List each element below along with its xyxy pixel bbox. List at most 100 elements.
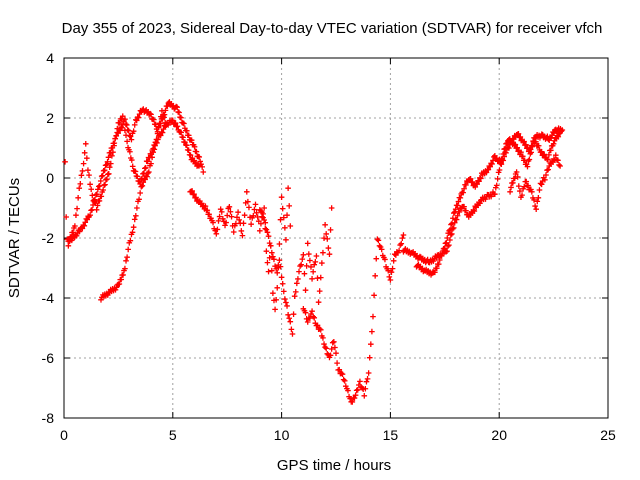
data-point bbox=[235, 209, 241, 215]
data-point bbox=[364, 376, 371, 382]
data-series bbox=[257, 205, 335, 337]
x-tick-label: 10 bbox=[274, 427, 290, 443]
data-point bbox=[129, 163, 136, 170]
x-tick-label: 25 bbox=[600, 427, 616, 443]
data-point bbox=[73, 212, 79, 218]
x-tick-label: 15 bbox=[383, 427, 399, 443]
data-point bbox=[200, 169, 207, 175]
data-point bbox=[398, 240, 405, 247]
data-point bbox=[295, 276, 301, 282]
data-point bbox=[328, 205, 335, 211]
data-point bbox=[125, 246, 131, 253]
data-point bbox=[129, 229, 136, 236]
data-point bbox=[86, 172, 92, 178]
data-point bbox=[557, 163, 563, 169]
data-point bbox=[527, 146, 534, 153]
data-point bbox=[286, 203, 293, 209]
data-point bbox=[123, 258, 129, 264]
data-point bbox=[102, 181, 108, 188]
data-point bbox=[313, 253, 320, 259]
data-point bbox=[323, 345, 330, 352]
data-point bbox=[199, 164, 205, 170]
data-point bbox=[493, 182, 500, 189]
data-point bbox=[476, 178, 482, 185]
data-point bbox=[363, 378, 370, 385]
data-point bbox=[111, 142, 117, 149]
data-point bbox=[365, 370, 372, 376]
data-point bbox=[340, 376, 347, 383]
data-point bbox=[134, 114, 141, 120]
data-point bbox=[287, 223, 294, 229]
data-point bbox=[107, 160, 114, 167]
data-point bbox=[246, 204, 252, 211]
data-point bbox=[193, 148, 200, 155]
data-point bbox=[119, 113, 126, 119]
data-point bbox=[277, 263, 284, 270]
data-point bbox=[272, 306, 278, 313]
data-point bbox=[63, 214, 69, 220]
data-point bbox=[361, 393, 368, 399]
data-point bbox=[523, 141, 529, 148]
data-point bbox=[159, 108, 165, 114]
data-point bbox=[269, 267, 275, 274]
data-point bbox=[339, 371, 346, 377]
data-point bbox=[153, 136, 160, 143]
data-point bbox=[160, 113, 166, 119]
data-point bbox=[134, 173, 141, 180]
data-point bbox=[159, 129, 166, 136]
data-point bbox=[500, 157, 507, 164]
data-point bbox=[152, 139, 159, 146]
data-point bbox=[104, 176, 110, 182]
data-point bbox=[184, 128, 190, 134]
data-point bbox=[514, 144, 521, 151]
data-point bbox=[555, 157, 561, 164]
data-point bbox=[182, 139, 188, 146]
data-point bbox=[309, 276, 315, 282]
data-point bbox=[133, 213, 139, 219]
data-point bbox=[316, 326, 323, 332]
data-point bbox=[162, 120, 168, 126]
data-point bbox=[98, 193, 105, 200]
data-point bbox=[451, 210, 457, 216]
data-point bbox=[145, 170, 151, 176]
data-point bbox=[444, 235, 451, 241]
y-tick-label: -2 bbox=[42, 230, 55, 246]
data-point bbox=[142, 176, 148, 183]
data-point bbox=[370, 313, 376, 320]
data-point bbox=[176, 109, 182, 116]
data-point bbox=[298, 261, 304, 268]
data-point bbox=[191, 191, 197, 197]
data-point bbox=[173, 103, 179, 110]
data-point bbox=[319, 260, 325, 266]
data-point bbox=[544, 133, 551, 140]
data-point bbox=[548, 147, 554, 154]
data-point bbox=[287, 318, 294, 325]
data-point bbox=[131, 216, 138, 223]
data-point bbox=[354, 387, 361, 393]
data-point bbox=[289, 331, 296, 337]
data-point bbox=[274, 270, 281, 276]
data-point bbox=[288, 326, 295, 333]
data-point bbox=[559, 127, 566, 133]
data-point bbox=[154, 130, 161, 137]
data-point bbox=[230, 229, 237, 235]
data-point bbox=[529, 142, 536, 149]
data-point bbox=[471, 208, 478, 214]
data-series bbox=[507, 152, 563, 212]
data-point bbox=[142, 165, 149, 171]
data-point bbox=[449, 231, 455, 237]
data-point bbox=[214, 226, 221, 233]
data-point bbox=[463, 207, 469, 214]
chart-title: Day 355 of 2023, Sidereal Day-to-day VTE… bbox=[62, 20, 603, 37]
x-tick-label: 20 bbox=[491, 427, 507, 443]
y-tick-label: -6 bbox=[42, 350, 55, 366]
y-tick-label: 0 bbox=[46, 170, 54, 186]
data-point bbox=[127, 148, 133, 155]
data-point bbox=[70, 229, 76, 236]
data-point bbox=[390, 258, 397, 264]
data-point bbox=[195, 162, 201, 168]
data-point bbox=[321, 341, 327, 347]
data-point bbox=[311, 261, 318, 268]
data-point bbox=[73, 233, 80, 239]
